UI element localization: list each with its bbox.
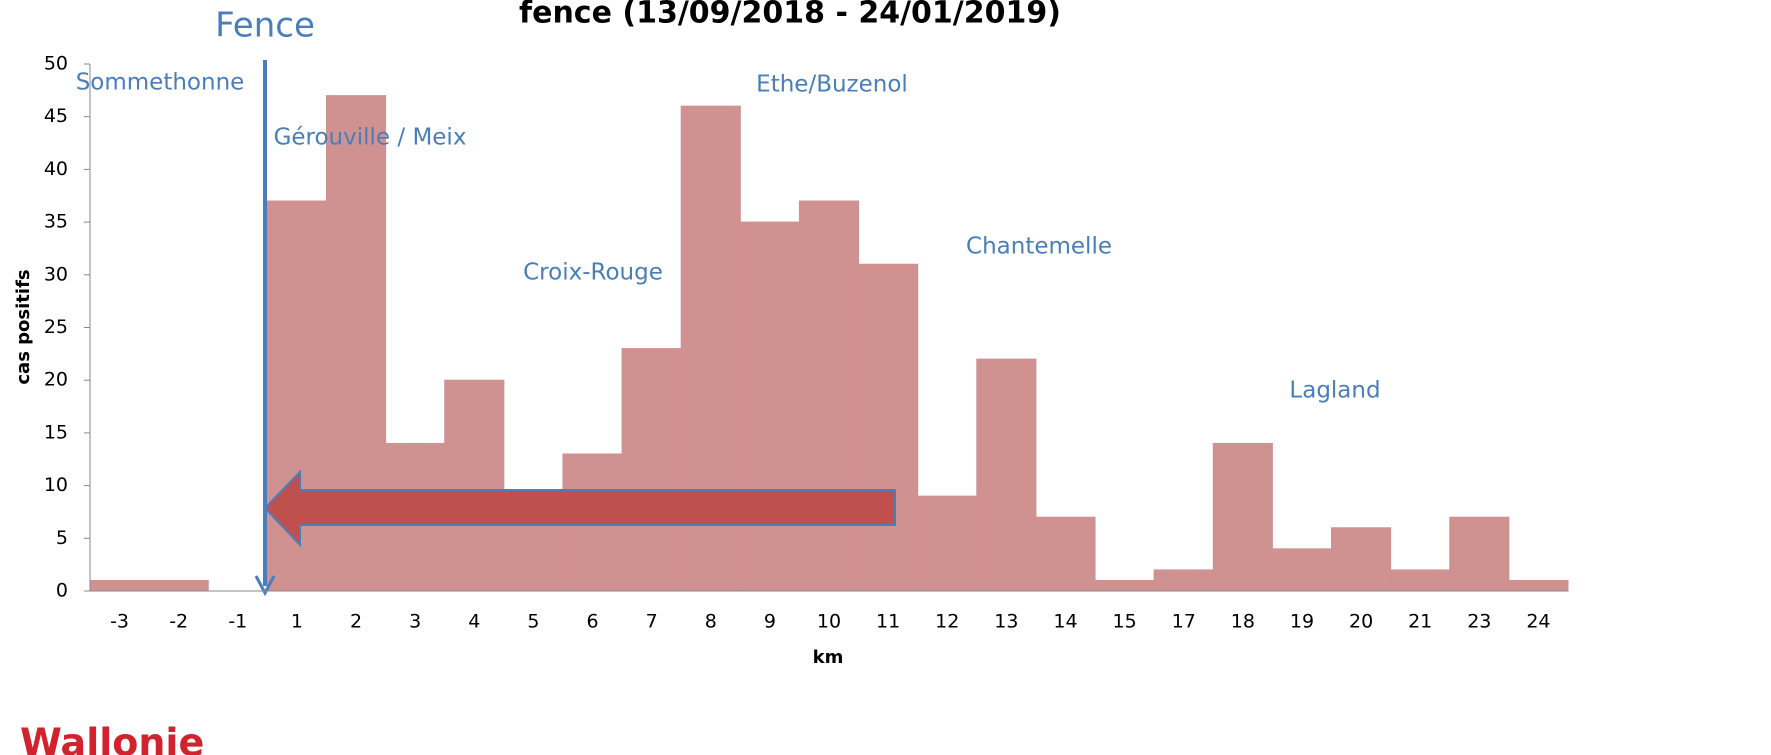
bar: [1508, 579, 1569, 592]
x-tick-label: 3: [409, 611, 421, 633]
x-tick-label: 6: [586, 611, 598, 633]
y-tick-label: 20: [44, 369, 68, 391]
x-tick-label: 4: [468, 611, 480, 633]
annotation: Lagland: [1289, 378, 1380, 404]
x-tick-label: 9: [764, 611, 776, 633]
y-tick-label: 50: [44, 53, 68, 75]
x-tick-label: 11: [876, 611, 900, 633]
bar: [444, 379, 505, 592]
x-tick-label: -3: [110, 611, 129, 633]
y-tick-label: 10: [44, 474, 68, 496]
x-tick-label: 23: [1467, 611, 1491, 633]
bar: [798, 200, 860, 592]
bar: [1094, 579, 1155, 592]
bar: [1331, 527, 1392, 592]
bar: [148, 579, 209, 592]
x-tick-label: 19: [1290, 611, 1314, 633]
x-tick-label: 21: [1408, 611, 1432, 633]
x-tick-label: 1: [291, 611, 303, 633]
y-tick-label: 25: [44, 316, 68, 338]
x-tick-label: 18: [1231, 611, 1255, 633]
arrow: [263, 469, 896, 548]
bar: [1035, 516, 1096, 592]
fence-arrowhead: [254, 575, 276, 597]
bar: [621, 348, 682, 592]
x-tick-label: 13: [994, 611, 1018, 633]
x-tick-label: 14: [1053, 611, 1077, 633]
y-axis-label: cas positifs: [13, 269, 34, 384]
x-tick-label: 10: [817, 611, 841, 633]
logo: Wallonie: [20, 721, 204, 755]
annotation: Chantemelle: [966, 234, 1112, 260]
bar: [858, 263, 919, 592]
bar: [976, 358, 1037, 592]
x-tick-label: 24: [1526, 611, 1550, 633]
y-tick-label: 15: [44, 421, 68, 443]
chart-title: fence (13/09/2018 - 24/01/2019): [519, 0, 1061, 31]
bar: [739, 221, 800, 592]
annotation: Croix-Rouge: [523, 260, 663, 286]
x-tick-label: -1: [228, 611, 247, 633]
x-tick-label: 5: [527, 611, 539, 633]
x-tick-label: 15: [1113, 611, 1137, 633]
bar: [917, 495, 978, 592]
y-tick-label: 30: [44, 263, 68, 285]
x-axis-label: km: [813, 647, 844, 668]
y-tick-label: 40: [44, 158, 68, 180]
x-tick-label: 17: [1172, 611, 1196, 633]
annotation: Gérouville / Meix: [274, 125, 467, 151]
x-tick-label: 2: [350, 611, 362, 633]
bar: [89, 579, 150, 592]
bar: [1212, 442, 1273, 592]
x-tick-label: 20: [1349, 611, 1373, 633]
y-tick-label: 35: [44, 211, 68, 233]
x-tick-label: 7: [646, 611, 658, 633]
y-tick-label: 5: [56, 527, 68, 549]
y-tick-label: 45: [44, 105, 68, 127]
x-tick-label: 8: [705, 611, 717, 633]
annotation: Ethe/Buzenol: [756, 72, 908, 98]
bar: [1153, 569, 1214, 592]
bar: [1390, 569, 1451, 592]
bar: [1271, 548, 1333, 592]
x-tick-label: 12: [935, 611, 959, 633]
bar: [1449, 516, 1510, 592]
x-tick-label: -2: [169, 611, 188, 633]
annotation: Fence: [215, 6, 315, 46]
annotation: Sommethonne: [76, 70, 245, 96]
y-tick-label: 0: [56, 580, 68, 602]
